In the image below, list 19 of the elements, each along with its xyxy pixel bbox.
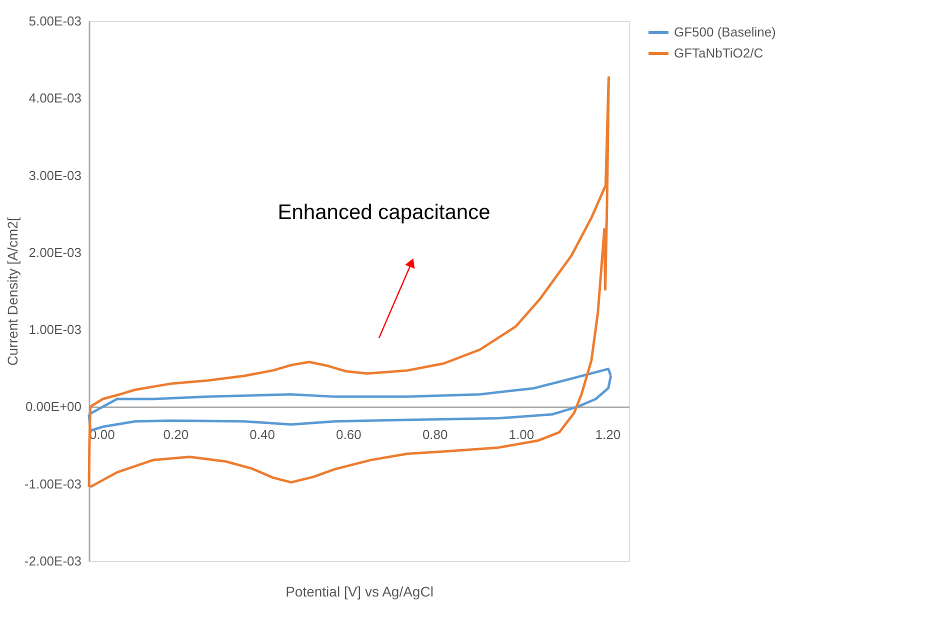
y-axis-title: Current Density [A/cm2[: [4, 217, 20, 366]
x-tick-label: 0.20: [163, 427, 189, 442]
x-tick-label: 1.20: [595, 427, 621, 442]
x-tick-label: 0.40: [250, 427, 275, 442]
y-tick-label: 0.00E+00: [25, 399, 82, 414]
y-tick-label: 5.00E-03: [28, 14, 82, 28]
legend-label: GFTaNbTiO2/C: [674, 46, 764, 60]
x-tick-label: 1.00: [508, 427, 534, 442]
y-tick-label: -2.00E-03: [24, 554, 82, 568]
x-tick-label: 0.60: [336, 427, 362, 442]
x-axis-title: Potential [V] vs Ag/AgCl: [286, 584, 434, 600]
y-tick-label: -1.00E-03: [24, 476, 82, 492]
y-tick-label: 1.00E-03: [28, 322, 82, 338]
y-tick-label: 3.00E-03: [28, 168, 82, 183]
legend-label: GF500 (Baseline): [674, 24, 776, 40]
annotation: Enhanced capacitance: [278, 201, 490, 224]
x-tick-label: 0.80: [422, 427, 448, 442]
y-tick-label: 2.00E-03: [28, 244, 82, 260]
y-tick-label: 4.00E-03: [28, 90, 82, 106]
